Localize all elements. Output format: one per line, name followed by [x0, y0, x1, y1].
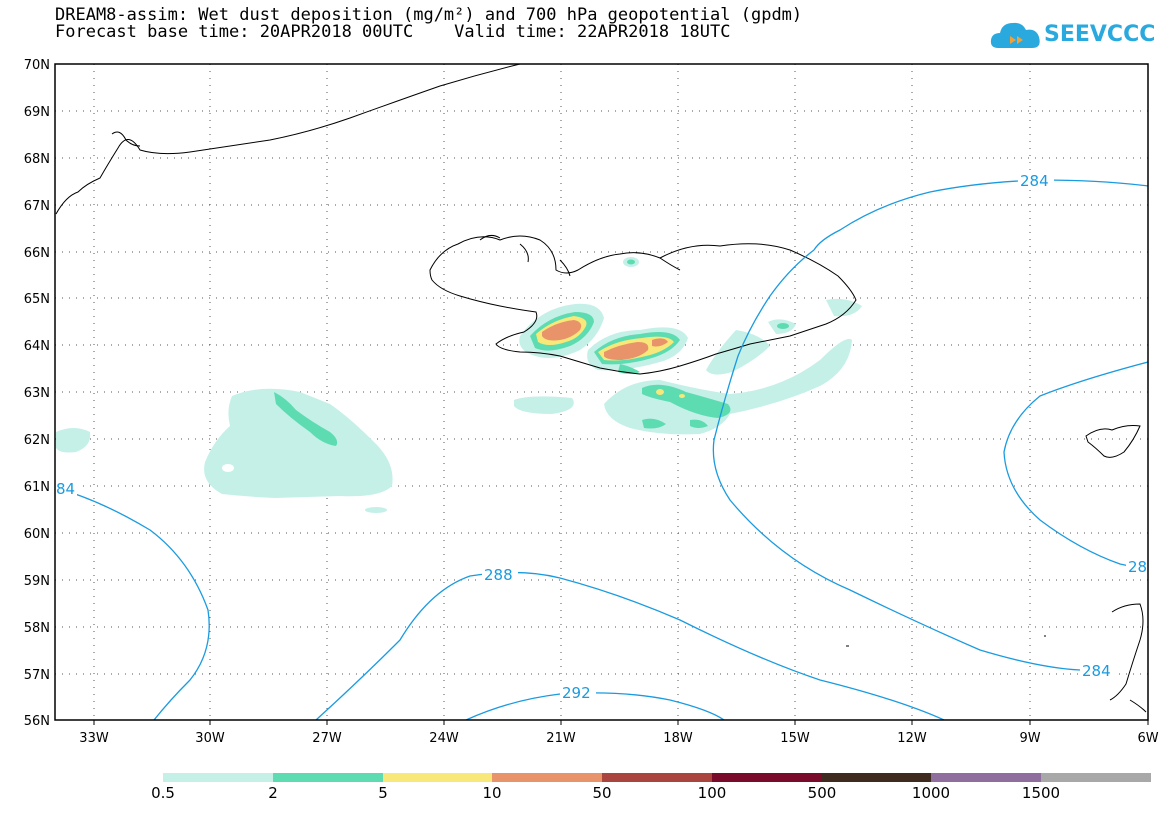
lat-label: 58N — [24, 621, 50, 636]
lat-label: 66N — [24, 246, 50, 261]
lat-label: 61N — [24, 480, 50, 495]
lon-label: 24W — [429, 731, 459, 746]
lat-label: 60N — [24, 527, 50, 542]
legend-swatch — [1041, 773, 1152, 782]
lat-label: 70N — [24, 58, 50, 73]
lon-label: 33W — [79, 731, 109, 746]
geopotential-contours — [55, 179, 1149, 721]
legend-label: 50 — [592, 784, 612, 802]
contour-label: 292 — [562, 684, 591, 702]
legend-label: 500 — [807, 784, 837, 802]
legend-swatch — [272, 773, 383, 782]
cloud-logo-icon — [990, 22, 1040, 48]
contour-label: 284 — [1082, 662, 1111, 680]
lat-label: 63N — [24, 386, 50, 401]
lat-label: 62N — [24, 433, 50, 448]
lon-label: 15W — [780, 731, 810, 746]
lon-label: 18W — [663, 731, 693, 746]
legend-swatch — [602, 773, 712, 782]
lon-label: 12W — [897, 731, 927, 746]
chart-title: DREAM8-assim: Wet dust deposition (mg/m²… — [55, 5, 803, 25]
seevccc-logo: SEEVCCC — [990, 14, 1155, 58]
legend-label: 5 — [378, 784, 388, 802]
lat-label: 64N — [24, 339, 50, 354]
lon-label: 27W — [312, 731, 342, 746]
lat-label: 68N — [24, 152, 50, 167]
lon-label: 21W — [546, 731, 576, 746]
contour-label: 28 — [1128, 558, 1147, 576]
legend-label: 100 — [697, 784, 727, 802]
axis-ticks — [93, 720, 1149, 725]
lat-label: 56N — [24, 714, 50, 729]
lon-label: 6W — [1137, 731, 1158, 746]
lat-label: 69N — [24, 105, 50, 120]
legend-swatch — [711, 773, 822, 782]
lat-label: 65N — [24, 292, 50, 307]
grid-lines — [55, 64, 1148, 720]
legend-label: 1500 — [1021, 784, 1061, 802]
lon-label: 30W — [195, 731, 225, 746]
contour-label: 284 — [1020, 172, 1049, 190]
contour-label: 288 — [484, 566, 513, 584]
legend-label: 2 — [268, 784, 278, 802]
lon-label: 9W — [1019, 731, 1040, 746]
legend-swatch — [931, 773, 1042, 782]
legend-swatch — [163, 773, 273, 782]
legend-swatch — [492, 773, 603, 782]
logo-text: SEEVCCC — [1044, 22, 1156, 47]
lat-label: 57N — [24, 668, 50, 683]
chart-subtitle: Forecast base time: 20APR2018 00UTC Vali… — [55, 22, 731, 42]
map-frame — [54, 63, 1149, 721]
legend-swatch — [382, 773, 493, 782]
contour-label: 84 — [56, 480, 75, 498]
legend-label: 10 — [482, 784, 502, 802]
color-legend — [163, 773, 1152, 782]
dust-deposition-field — [56, 257, 862, 513]
legend-swatch — [821, 773, 932, 782]
lat-label: 67N — [24, 199, 50, 214]
legend-label: 0.5 — [151, 784, 175, 802]
legend-label: 1000 — [911, 784, 951, 802]
lat-label: 59N — [24, 574, 50, 589]
coastlines — [55, 63, 1147, 713]
